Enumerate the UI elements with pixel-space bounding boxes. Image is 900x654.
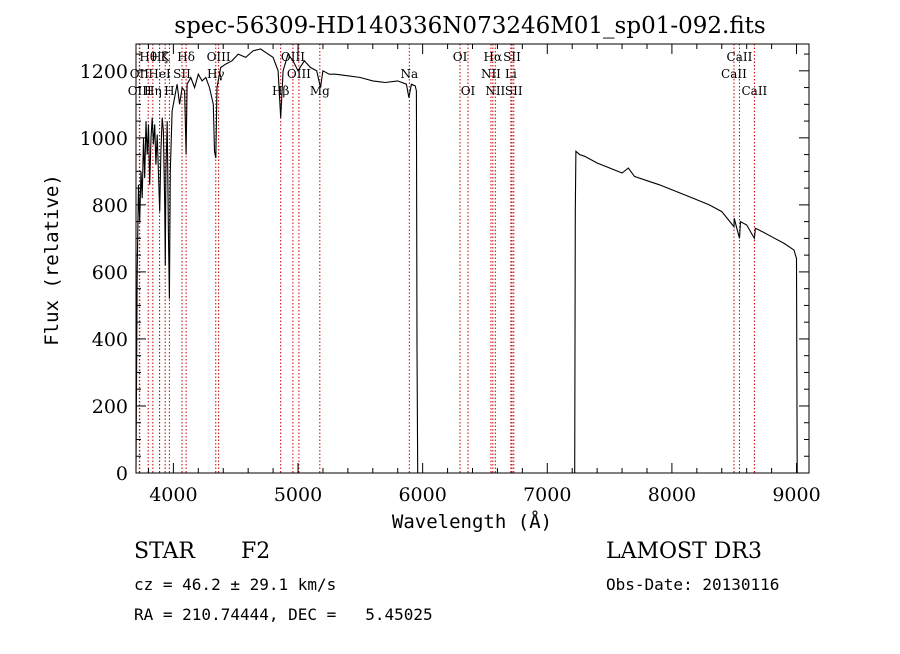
y-tick-label: 200 bbox=[92, 396, 128, 418]
observation-date: Obs-Date: 20130116 bbox=[606, 575, 779, 594]
line-label: Hη bbox=[144, 84, 162, 98]
y-tick-label: 0 bbox=[116, 463, 128, 485]
line-label: OIII bbox=[287, 67, 311, 81]
line-label: CaII bbox=[721, 67, 747, 81]
x-axis: 4000 5000 6000 7000 8000 9000 bbox=[147, 44, 821, 506]
x-tick-label: 5000 bbox=[274, 484, 322, 506]
line-label: Hζ bbox=[151, 50, 168, 64]
line-label: CaII bbox=[741, 84, 767, 98]
line-label: NII bbox=[481, 67, 501, 81]
x-tick-label: 4000 bbox=[149, 484, 197, 506]
line-label: NII bbox=[485, 84, 505, 98]
line-label: OIII bbox=[207, 50, 231, 64]
y-tick-label: 1200 bbox=[80, 61, 128, 83]
coordinates: RA = 210.74444, DEC = 5.45025 bbox=[134, 605, 433, 624]
x-tick-label: 9000 bbox=[772, 484, 820, 506]
plot-frame bbox=[135, 43, 810, 474]
emission-line-markers bbox=[138, 44, 755, 473]
line-label: OIII bbox=[281, 50, 305, 64]
line-label: Hθ bbox=[139, 50, 157, 64]
line-label: HeI bbox=[148, 67, 171, 81]
survey-label: LAMOST DR3 bbox=[606, 539, 762, 564]
line-label: Hβ bbox=[272, 84, 289, 98]
series-line bbox=[135, 48, 419, 474]
line-label: CaII bbox=[727, 50, 753, 64]
class-label: STAR bbox=[134, 539, 196, 564]
line-label: OII bbox=[130, 67, 150, 81]
chart-title: spec-56309-HD140336N073246M01_sp01-092.f… bbox=[174, 13, 765, 39]
line-label: Hγ bbox=[207, 67, 225, 81]
y-tick-label: 800 bbox=[92, 195, 128, 217]
series-line bbox=[574, 150, 798, 474]
subclass-label: F2 bbox=[241, 539, 270, 564]
spectrum-series bbox=[135, 48, 798, 474]
line-label: Li bbox=[505, 67, 517, 81]
line-label: Mg bbox=[310, 84, 330, 98]
line-label: SII bbox=[505, 84, 523, 98]
line-label: Na bbox=[400, 67, 418, 81]
line-label: SII bbox=[503, 50, 521, 64]
line-label: OI bbox=[453, 50, 468, 64]
line-label: OI bbox=[461, 84, 476, 98]
y-axis: 0 200 400 600 800 1000 1200 bbox=[80, 53, 809, 485]
line-label: SII bbox=[173, 67, 191, 81]
line-label: H bbox=[164, 84, 174, 98]
y-axis-label: Flux (relative) bbox=[41, 174, 63, 346]
line-label: OIII bbox=[128, 84, 152, 98]
y-tick-label: 600 bbox=[92, 262, 128, 284]
x-tick-label: 7000 bbox=[523, 484, 571, 506]
line-label: Hα bbox=[484, 50, 503, 64]
line-label: K bbox=[161, 50, 171, 64]
line-label: Hδ bbox=[177, 50, 195, 64]
x-tick-label: 8000 bbox=[648, 484, 696, 506]
y-tick-label: 1000 bbox=[80, 128, 128, 150]
x-tick-label: 6000 bbox=[398, 484, 446, 506]
x-axis-label: Wavelength (Å) bbox=[392, 510, 552, 533]
redshift-velocity: cz = 46.2 ± 29.1 km/s bbox=[134, 575, 336, 594]
y-tick-label: 400 bbox=[92, 329, 128, 351]
